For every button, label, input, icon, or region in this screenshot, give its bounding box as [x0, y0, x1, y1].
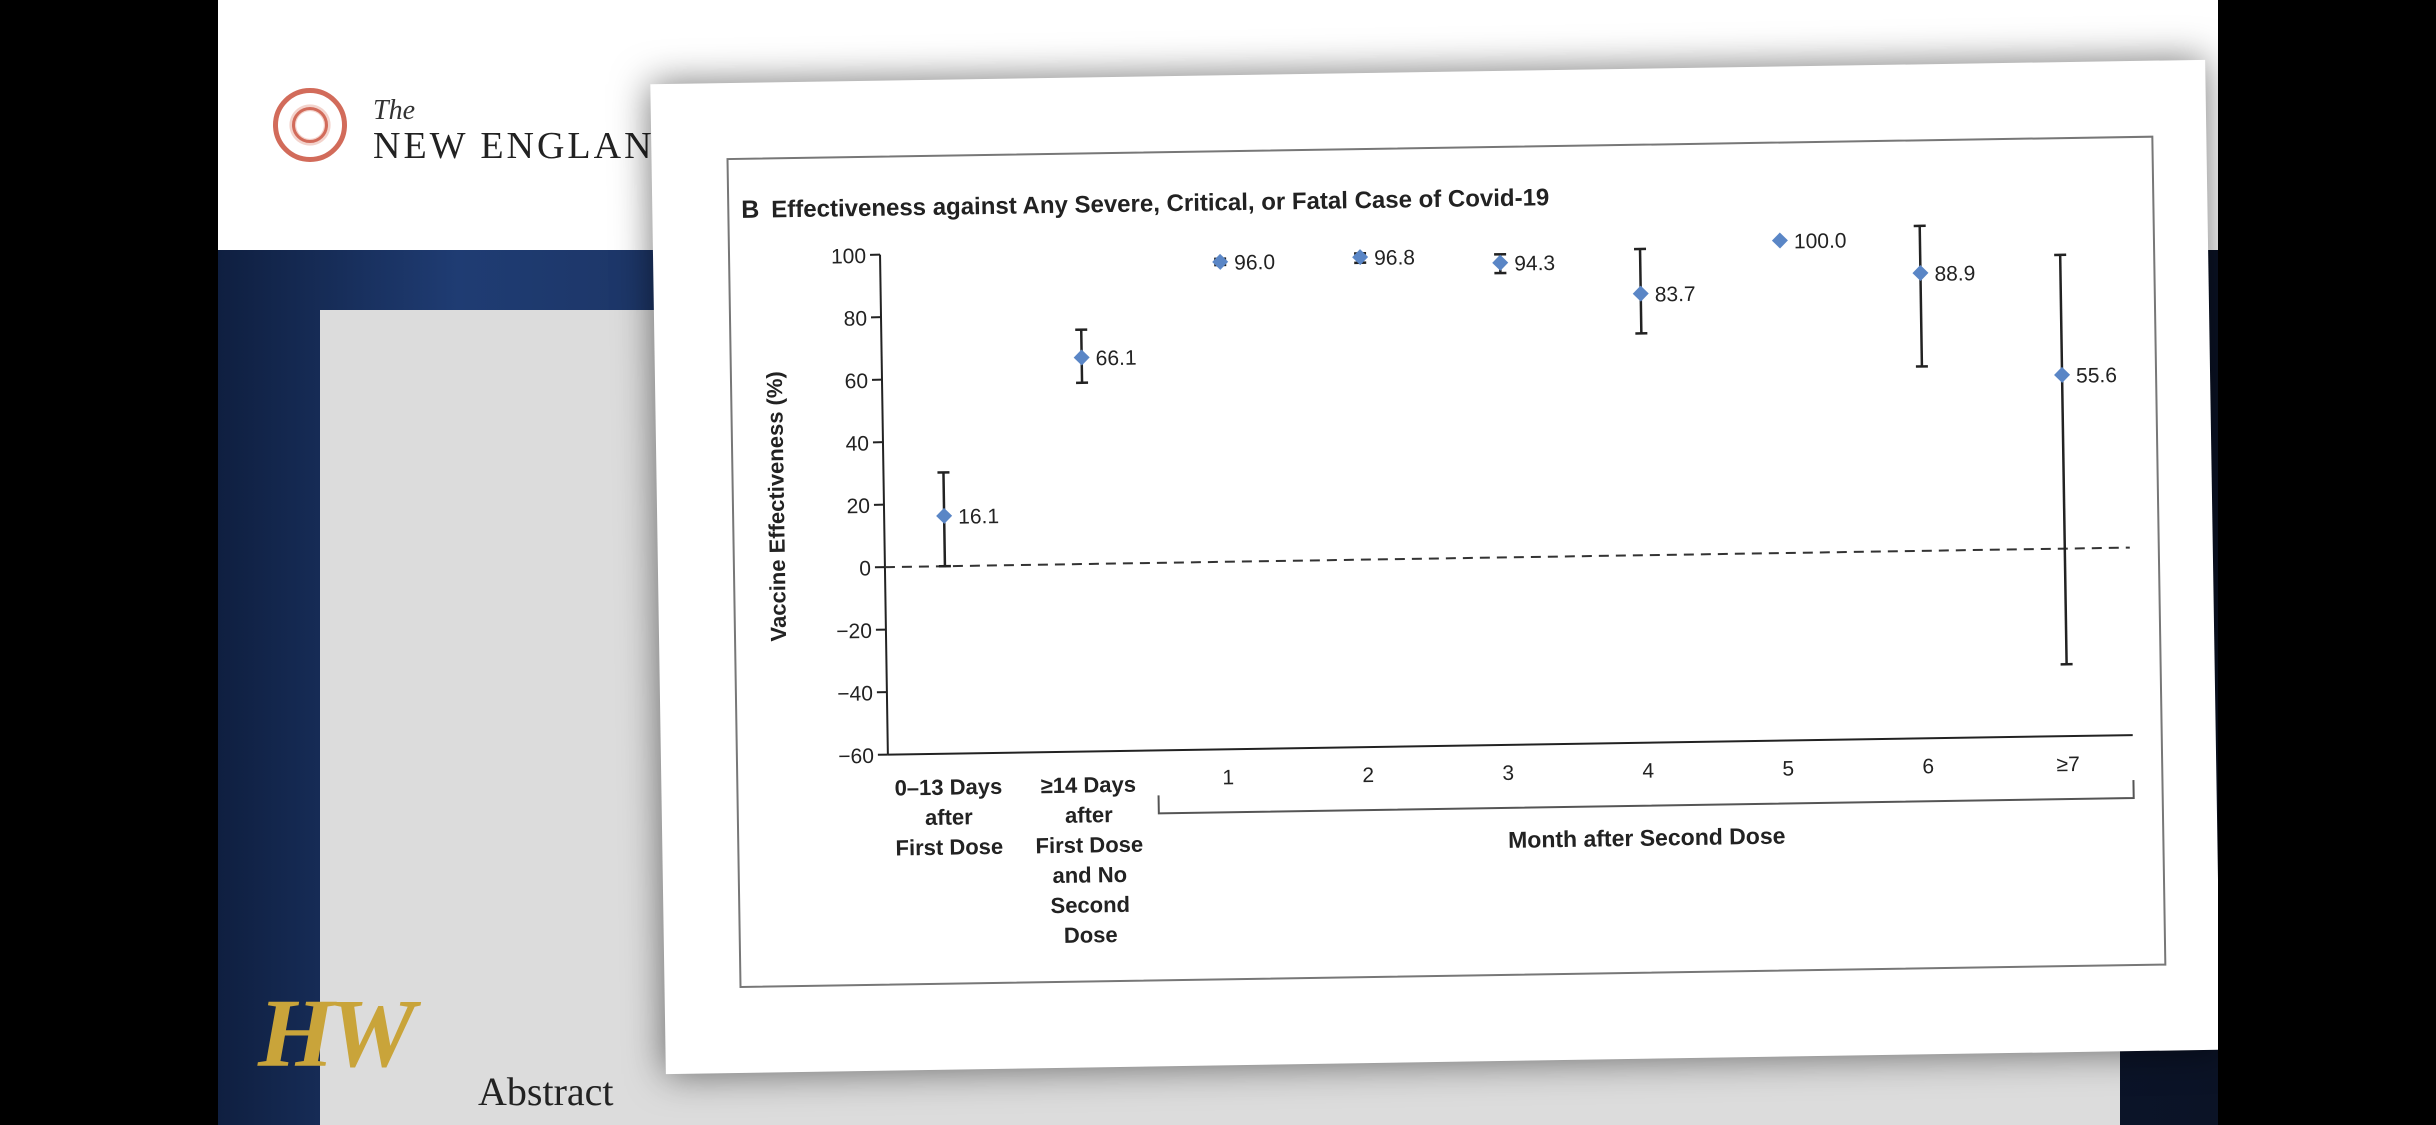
- x-category-label: Second: [1050, 892, 1130, 918]
- y-tick-label: 80: [843, 307, 867, 330]
- x-category-label: First Dose: [895, 834, 1003, 861]
- journal-the-label: The: [373, 95, 415, 126]
- month-group-bracket: [1157, 780, 2135, 815]
- x-tick-label: ≥7: [2056, 753, 2080, 776]
- chart-title: Effectiveness against Any Severe, Critic…: [771, 184, 1549, 223]
- data-value-label: 16.1: [958, 505, 999, 529]
- error-bar: [1918, 225, 1924, 367]
- y-tick-label: −20: [836, 620, 872, 644]
- y-tick-label: −40: [837, 682, 873, 706]
- figure-card: B Effectiveness against Any Severe, Criti…: [650, 59, 2218, 1075]
- x-tick-label: 6: [1922, 755, 1934, 778]
- data-point-marker: [1352, 249, 1369, 266]
- x-tick-label: 4: [1642, 760, 1654, 783]
- data-value-label: 94.3: [1514, 252, 1555, 276]
- x-axis-line: [887, 734, 2133, 756]
- data-value-label: 55.6: [2076, 364, 2117, 388]
- x-tick-label: 5: [1782, 757, 1794, 780]
- effectiveness-chart: B Effectiveness against Any Severe, Criti…: [741, 184, 2135, 948]
- x-category-label: 0–13 Days: [894, 774, 1002, 801]
- data-point-marker: [1912, 265, 1929, 282]
- video-frame: The NEW ENGLAND JOU Abstract HW B Effecti…: [218, 0, 2218, 1125]
- error-bar: [2058, 254, 2068, 665]
- x-category-label: after: [1065, 802, 1114, 828]
- data-value-label: 96.8: [1374, 246, 1415, 270]
- data-point-marker: [2054, 366, 2071, 383]
- data-value-label: 66.1: [1096, 347, 1137, 371]
- data-value-label: 96.0: [1234, 251, 1275, 275]
- abstract-heading: Abstract: [478, 1069, 614, 1114]
- x-category-label: ≥14 Days: [1041, 772, 1137, 798]
- data-value-label: 88.9: [1934, 262, 1975, 286]
- nejm-seal-logo[interactable]: [273, 88, 347, 162]
- y-tick-label: 60: [844, 370, 868, 393]
- y-tick-label: 0: [859, 557, 871, 580]
- x-tick-label: 2: [1362, 764, 1374, 787]
- data-value-label: 83.7: [1655, 283, 1696, 307]
- reference-line-zero: [884, 546, 2130, 569]
- data-point-marker: [1073, 349, 1090, 366]
- data-value-label: 100.0: [1794, 230, 1847, 254]
- data-point-marker: [1771, 232, 1788, 249]
- x-tick-label: 3: [1502, 762, 1514, 785]
- data-point-marker: [1492, 254, 1509, 271]
- x-tick-label: 1: [1222, 766, 1234, 789]
- x-category-label: Dose: [1064, 922, 1118, 948]
- y-tick-label: −60: [838, 745, 874, 769]
- data-point-marker: [1632, 285, 1649, 302]
- watermark-logo: HW: [258, 980, 415, 1088]
- panel-letter: B: [741, 196, 760, 224]
- y-tick-label: 100: [831, 245, 866, 269]
- data-point-marker: [936, 507, 953, 524]
- y-tick-label: 20: [846, 495, 870, 518]
- x-group-label: Month after Second Dose: [1508, 823, 1786, 853]
- y-axis-label: Vaccine Effectiveness (%): [762, 371, 791, 642]
- y-tick-label: 40: [845, 432, 869, 455]
- x-category-label: First Dose: [1035, 832, 1143, 859]
- x-category-label: and No: [1052, 862, 1127, 888]
- x-category-label: after: [925, 804, 974, 830]
- data-point-marker: [1212, 253, 1229, 270]
